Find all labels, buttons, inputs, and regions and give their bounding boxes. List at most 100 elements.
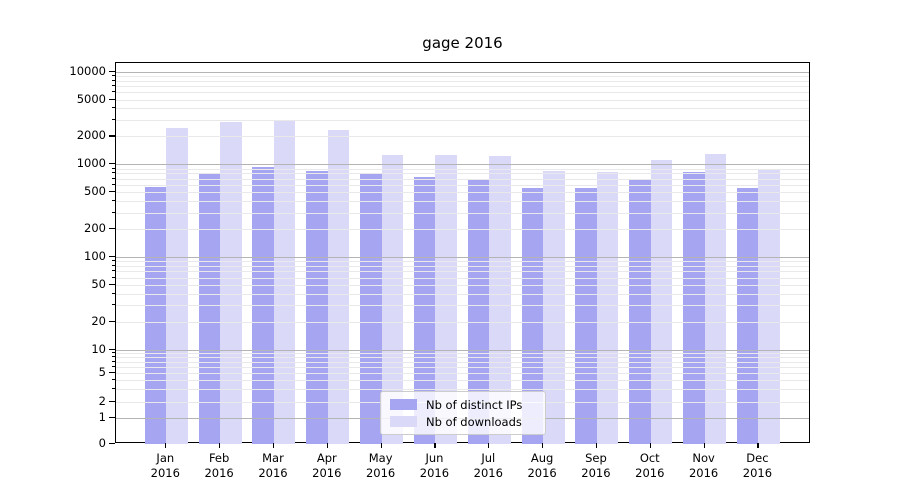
y-tick-mark-1 — [109, 417, 115, 419]
gridline-9 — [116, 353, 809, 355]
y-minor-tick-mark-6 — [112, 365, 115, 367]
bar-distinct-ips-feb — [198, 172, 221, 444]
bar-downloads-may — [381, 155, 404, 444]
x-tick-mark-jul — [488, 443, 490, 448]
y-tick-mark-1000 — [109, 163, 115, 165]
y-minor-tick-mark-5 — [112, 372, 115, 373]
y-minor-tick-mark-7 — [112, 360, 115, 362]
gridline-4 — [116, 380, 809, 382]
gridline-5 — [116, 373, 809, 374]
gridline-70 — [116, 271, 809, 273]
y-minor-tick-mark-80 — [112, 264, 115, 266]
bar-downloads-apr — [327, 129, 350, 444]
y-tick-label-2: 2 — [98, 394, 106, 408]
y-tick-label-20: 20 — [91, 313, 106, 328]
x-tick-mark-aug — [542, 443, 544, 448]
x-tick-month: Jul — [481, 451, 496, 465]
x-tick-year: 2016 — [635, 466, 665, 480]
gridline-10 — [116, 349, 809, 351]
y-minor-tick-mark-8 — [112, 356, 115, 358]
x-tick-year: 2016 — [688, 466, 719, 480]
x-tick-month: Dec — [746, 451, 769, 465]
y-minor-tick-mark-60 — [112, 276, 115, 278]
x-tick-label-apr: Apr 2016 — [295, 451, 359, 481]
gridline-30 — [116, 305, 809, 307]
grid-layer — [116, 63, 809, 442]
x-tick-year: 2016 — [581, 466, 611, 480]
gridline-100 — [116, 257, 809, 258]
legend-entry-distinct-ips: Nb of distinct IPs — [390, 398, 545, 412]
gridline-400 — [116, 201, 809, 203]
y-tick-mark-10000 — [109, 70, 115, 72]
gridline-6 — [116, 366, 809, 368]
x-tick-label-aug: Aug 2016 — [510, 451, 574, 481]
y-minor-tick-mark-700 — [112, 177, 115, 179]
y-minor-tick-mark-600 — [112, 183, 115, 185]
gridline-800 — [116, 173, 809, 175]
x-tick-mark-jun — [434, 443, 436, 448]
gridline-80 — [116, 265, 809, 267]
x-tick-label-may: May 2016 — [349, 451, 413, 481]
x-tick-month: Jan — [156, 451, 175, 465]
bar-distinct-ips-sep — [575, 187, 597, 444]
bar-downloads-nov — [704, 154, 727, 444]
gridline-6000 — [116, 92, 809, 94]
x-tick-year: 2016 — [150, 466, 180, 480]
y-minor-tick-mark-40 — [112, 292, 115, 294]
x-tick-month: Mar — [262, 451, 284, 465]
bar-downloads-jan — [166, 128, 188, 444]
gridline-20 — [116, 321, 809, 323]
bar-distinct-ips-may — [360, 173, 382, 444]
x-tick-year: 2016 — [473, 466, 503, 480]
bar-distinct-ips-jan — [144, 186, 167, 444]
gridline-8 — [116, 357, 809, 359]
x-tick-mark-sep — [595, 443, 598, 448]
x-tick-label-oct: Oct 2016 — [618, 451, 682, 481]
y-tick-label-50: 50 — [91, 276, 106, 291]
gridline-4000 — [116, 108, 809, 110]
gridline-3 — [116, 389, 809, 391]
bar-downloads-sep — [596, 172, 619, 444]
gridline-60 — [116, 277, 809, 279]
plot-area — [115, 62, 810, 444]
gridline-8000 — [116, 80, 809, 82]
bar-distinct-ips-apr — [306, 170, 328, 444]
legend-swatch-downloads-icon — [390, 416, 417, 427]
y-tick-label-100: 100 — [84, 249, 106, 263]
bar-distinct-ips-oct — [629, 179, 651, 444]
gridline-300 — [116, 212, 809, 214]
bar-distinct-ips-mar — [252, 166, 274, 444]
gridline-50 — [116, 284, 809, 286]
y-minor-tick-mark-3000 — [112, 119, 115, 121]
y-tick-mark-100 — [109, 256, 115, 258]
x-tick-month: Nov — [692, 451, 715, 465]
y-minor-tick-mark-6000 — [112, 91, 115, 93]
y-tick-label-5: 5 — [98, 365, 106, 379]
y-minor-tick-mark-3 — [112, 388, 115, 390]
x-tick-month: Jun — [425, 451, 444, 465]
x-tick-mark-feb — [219, 443, 221, 448]
x-tick-month: Feb — [208, 451, 230, 465]
x-tick-mark-mar — [272, 443, 275, 448]
y-minor-tick-mark-4000 — [112, 107, 115, 109]
gridline-600 — [116, 184, 809, 186]
x-tick-year: 2016 — [204, 466, 234, 480]
x-tick-month: Oct — [639, 451, 660, 465]
y-minor-tick-mark-8000 — [112, 79, 115, 81]
y-minor-tick-mark-2000 — [112, 135, 115, 137]
y-minor-tick-mark-90 — [112, 260, 115, 262]
x-tick-label-sep: Sep 2016 — [564, 451, 628, 481]
x-tick-label-mar: Mar 2016 — [241, 451, 305, 481]
y-tick-label-2000: 2000 — [76, 128, 106, 143]
y-tick-label-10: 10 — [91, 341, 106, 356]
bar-downloads-jun — [435, 155, 457, 444]
bar-downloads-jul — [489, 155, 511, 444]
bar-downloads-feb — [220, 121, 242, 444]
x-tick-label-dec: Dec 2016 — [725, 451, 789, 481]
x-tick-mark-oct — [649, 443, 651, 448]
x-tick-mark-jan — [165, 443, 167, 448]
x-tick-month: Apr — [316, 451, 337, 465]
legend: Nb of distinct IPs Nb of downloads — [380, 391, 546, 435]
x-tick-label-jun: Jun 2016 — [402, 451, 466, 481]
x-tick-mark-dec — [757, 443, 759, 448]
